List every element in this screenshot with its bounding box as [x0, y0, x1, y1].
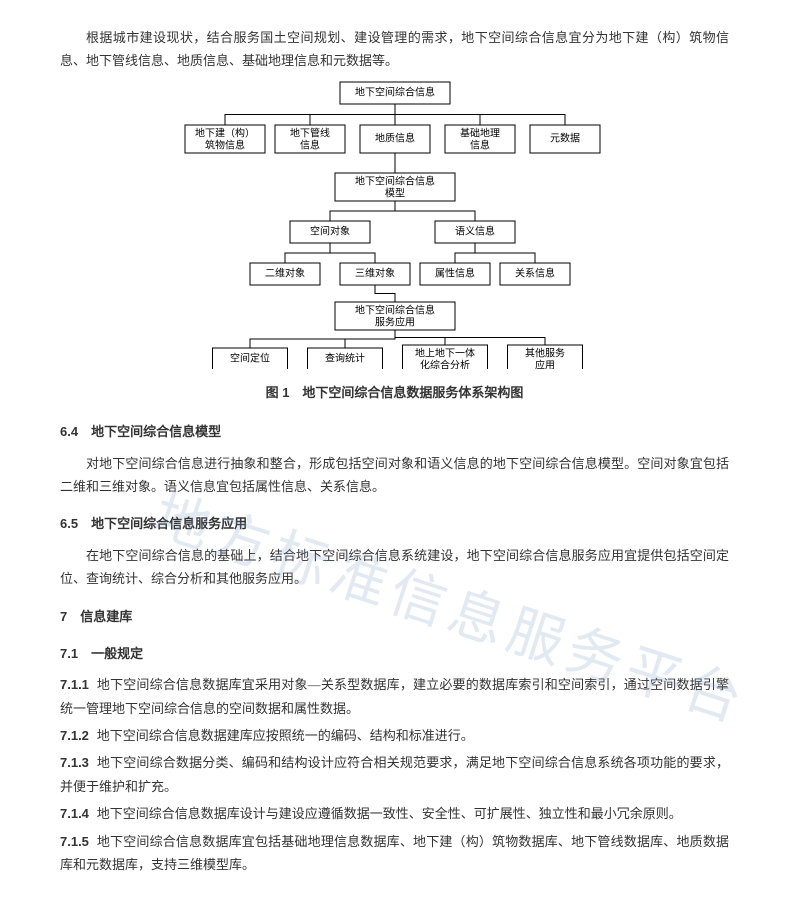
svg-text:服务应用: 服务应用	[375, 315, 415, 328]
node-l1a: 地下建（构）筑物信息	[185, 125, 265, 153]
svg-text:地下建（构）: 地下建（构）	[195, 126, 255, 139]
clause-7-1-3: 7.1.3地下空间综合数据分类、编码和结构设计应符合相关规范要求，满足地下空间综…	[60, 751, 729, 798]
svg-text:查询统计: 查询统计	[325, 351, 365, 364]
clause-text: 地下空间综合信息数据库宜采用对象—关系型数据库，建立必要的数据库索引和空间索引，…	[60, 677, 729, 715]
node-s3: 地上地下一体化综合分析	[402, 345, 487, 369]
svg-text:筑物信息: 筑物信息	[205, 138, 245, 151]
svg-text:地下空间综合信息: 地下空间综合信息	[355, 303, 435, 316]
heading-7-1: 7.1 一般规定	[60, 642, 729, 665]
svg-text:地下管线: 地下管线	[290, 126, 330, 139]
node-s1: 空间定位	[212, 348, 287, 369]
svg-text:模型: 模型	[385, 186, 405, 199]
node-d3: 三维对象	[340, 263, 410, 285]
para-6-4: 对地下空间综合信息进行抽象和整合，形成包括空间对象和语义信息的地下空间综合信息模…	[60, 452, 729, 499]
svg-text:关系信息: 关系信息	[515, 266, 555, 279]
clause-num: 7.1.4	[60, 806, 89, 821]
intro-paragraph: 根据城市建设现状，结合服务国土空间规划、建设管理的需求，地下空间综合信息宜分为地…	[60, 26, 729, 73]
heading-6-4: 6.4 地下空间综合信息模型	[60, 420, 729, 443]
heading-7: 7 信息建库	[60, 605, 729, 628]
clause-num: 7.1.3	[60, 755, 89, 770]
clause-7-1-5: 7.1.5地下空间综合信息数据库宜包括基础地理信息数据库、地下建（构）筑物数据库…	[60, 830, 729, 877]
svg-text:三维对象: 三维对象	[355, 266, 395, 279]
svg-text:基础地理: 基础地理	[460, 126, 500, 139]
node-l1c: 地质信息	[360, 125, 430, 153]
node-svc: 地下空间综合信息服务应用	[335, 302, 455, 330]
svg-text:地下空间综合信息: 地下空间综合信息	[355, 174, 435, 187]
clause-num: 7.1.2	[60, 728, 89, 743]
svg-text:化综合分析: 化综合分析	[420, 358, 470, 369]
node-d2: 二维对象	[250, 263, 320, 285]
svg-text:信息: 信息	[470, 138, 490, 151]
node-s4: 其他服务应用	[507, 345, 582, 369]
svg-text:其他服务: 其他服务	[525, 346, 565, 359]
node-attr: 属性信息	[420, 263, 490, 285]
heading-6-5: 6.5 地下空间综合信息服务应用	[60, 512, 729, 535]
clause-num: 7.1.1	[60, 677, 89, 692]
svg-text:空间定位: 空间定位	[230, 351, 270, 364]
clause-text: 地下空间综合信息数据建库应按照统一的编码、结构和标准进行。	[97, 728, 474, 743]
clause-text: 地下空间综合信息数据库宜包括基础地理信息数据库、地下建（构）筑物数据库、地下管线…	[60, 834, 729, 872]
node-l1e: 元数据	[530, 125, 600, 153]
para-6-5: 在地下空间综合信息的基础上，结合地下空间综合信息系统建设，地下空间综合信息服务应…	[60, 544, 729, 591]
svg-text:二维对象: 二维对象	[265, 266, 305, 279]
node-l1b: 地下管线信息	[275, 125, 345, 153]
figure-caption: 图 1 地下空间综合信息数据服务体系架构图	[60, 381, 729, 404]
node-l1d: 基础地理信息	[445, 125, 515, 153]
node-model: 地下空间综合信息模型	[335, 173, 455, 201]
svg-text:应用: 应用	[535, 358, 555, 369]
node-spobj: 空间对象	[290, 221, 370, 243]
svg-text:属性信息: 属性信息	[435, 266, 475, 279]
svg-text:地上地下一体: 地上地下一体	[415, 346, 475, 359]
clause-7-1-4: 7.1.4 地下空间综合信息数据库设计与建设应遵循数据一致性、安全性、可扩展性、独…	[60, 802, 729, 825]
node-rel: 关系信息	[500, 263, 570, 285]
node-seminfo: 语义信息	[435, 221, 515, 243]
clause-7-1-1: 7.1.1地下空间综合信息数据库宜采用对象—关系型数据库，建立必要的数据库索引和…	[60, 673, 729, 720]
svg-text:地质信息: 地质信息	[375, 131, 415, 144]
clause-7-1-2: 7.1.2 地下空间综合信息数据建库应按照统一的编码、结构和标准进行。	[60, 724, 729, 747]
architecture-diagram: 地下空间综合信息地下建（构）筑物信息地下管线信息地质信息基础地理信息元数据地下空…	[155, 79, 635, 369]
clause-text: 地下空间综合数据分类、编码和结构设计应符合相关规范要求，满足地下空间综合信息系统…	[60, 755, 729, 793]
clause-text: 地下空间综合信息数据库设计与建设应遵循数据一致性、安全性、可扩展性、独立性和最小…	[97, 806, 682, 821]
node-s2: 查询统计	[307, 348, 382, 369]
svg-text:语义信息: 语义信息	[455, 224, 495, 237]
svg-text:空间对象: 空间对象	[310, 224, 350, 237]
node-root: 地下空间综合信息	[340, 82, 450, 104]
svg-text:地下空间综合信息: 地下空间综合信息	[355, 85, 435, 98]
svg-text:信息: 信息	[300, 138, 320, 151]
svg-text:元数据: 元数据	[550, 131, 580, 144]
